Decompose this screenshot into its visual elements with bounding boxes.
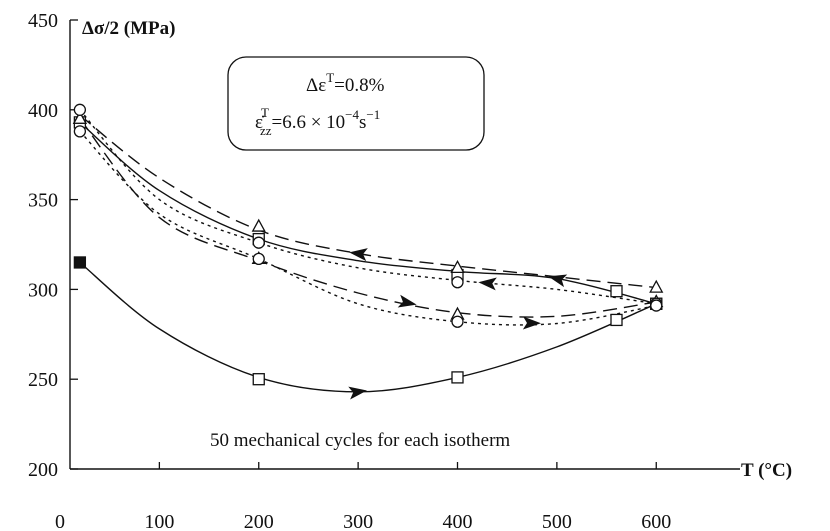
data-point-circle xyxy=(252,236,265,249)
y-tick-label: 200 xyxy=(28,459,58,481)
y-tick-label: 350 xyxy=(28,190,58,212)
x-tick-label: 300 xyxy=(343,511,373,531)
y-tick-label: 400 xyxy=(28,100,58,122)
data-point-square xyxy=(73,256,87,269)
series-curves xyxy=(79,109,657,400)
y-tick-label: 300 xyxy=(28,279,58,301)
x-tick-label: 600 xyxy=(641,511,671,531)
direction-arrow xyxy=(522,316,541,330)
y-tick-label: 450 xyxy=(28,10,58,32)
series-line-4 xyxy=(79,118,657,318)
data-point-circle xyxy=(73,125,87,138)
data-point-circle xyxy=(451,276,464,289)
x-tick-label: 100 xyxy=(144,511,174,531)
data-point-triangle xyxy=(649,279,664,293)
x-axis-title: T (°C) xyxy=(741,460,792,481)
direction-arrow xyxy=(349,248,368,262)
data-point-triangle xyxy=(251,218,266,232)
y-axis-title: Δσ/2 (MPa) xyxy=(82,18,175,39)
axes: 200 250 300 350 400 450 0 100 200 300 400 500 600 Δσ/… xyxy=(28,10,792,531)
data-point-circle xyxy=(650,299,663,312)
data-point-triangle xyxy=(450,259,465,273)
annotation-line-1: ΔεT=0.8% xyxy=(306,70,385,96)
data-point-square xyxy=(451,371,464,384)
x-tick-label: 500 xyxy=(542,511,572,531)
data-point-circle xyxy=(73,103,87,116)
y-tick-label: 250 xyxy=(28,369,58,391)
series-line-6 xyxy=(79,130,657,326)
data-point-circle xyxy=(451,315,464,328)
direction-arrow xyxy=(478,277,497,291)
data-point-square xyxy=(252,373,265,386)
x-tick-label: 200 xyxy=(244,511,274,531)
annotation-frame xyxy=(227,56,485,151)
direction-arrow xyxy=(348,386,368,400)
x-tick-label: 0 xyxy=(55,511,65,531)
annotation-line-2: ε̇T zz=6.6 × 10−4s−1 xyxy=(255,105,380,138)
series-line-1 xyxy=(79,261,657,393)
direction-arrow xyxy=(548,274,568,288)
chart-note: 50 mechanical cycles for each isotherm xyxy=(210,430,510,451)
data-point-circle xyxy=(252,252,265,266)
data-point-triangle xyxy=(72,110,87,124)
annotation-box: ΔεT=0.8% ε̇T zz=6.6 × 10−4s−1 xyxy=(227,56,485,151)
data-point-square xyxy=(610,313,623,327)
x-tick-label: 400 xyxy=(443,511,473,531)
series-line-5 xyxy=(79,109,657,305)
direction-arrow xyxy=(397,294,417,308)
series-markers xyxy=(72,103,664,386)
data-point-square xyxy=(610,285,623,298)
